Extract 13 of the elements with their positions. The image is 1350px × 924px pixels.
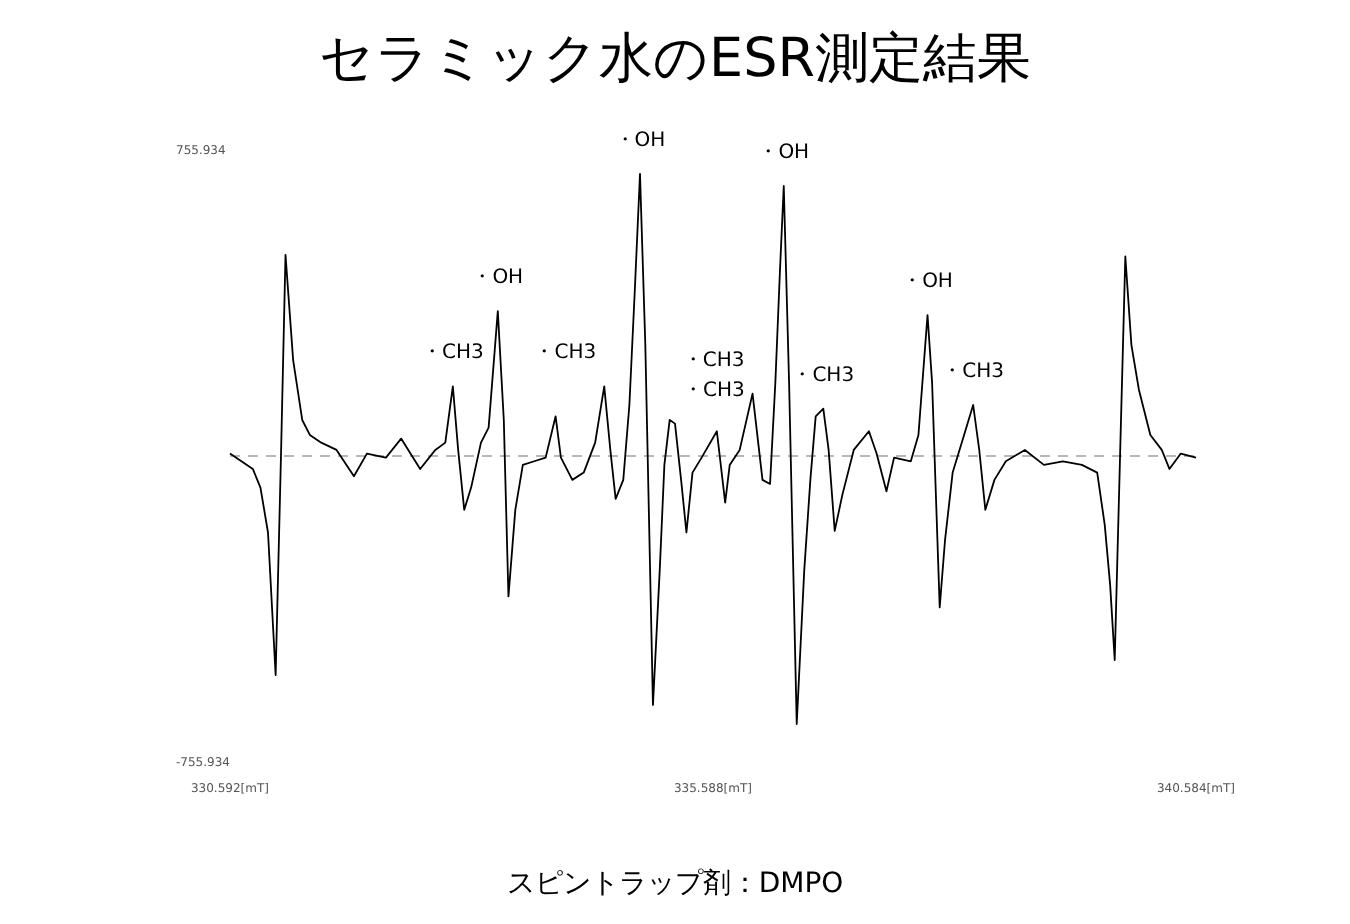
annotation: ・OH [902,271,953,294]
annotation: ・OH [614,129,666,152]
annotation: ・CH3 [682,349,745,372]
annotation: ・CH3 [534,342,597,365]
annotation: ・CH3 [421,342,484,365]
line-series [229,172,1197,725]
annotation: ・CH3 [942,361,1005,383]
annotation: ・OH [758,142,810,164]
text: スピントラップ剤：DMPO [506,868,844,900]
annotation: ・CH3 [683,379,745,402]
annotation: ・CH3 [792,364,855,387]
annotation: ・OH [472,267,524,290]
chart-title: セラミック水のESR測定結果 [319,28,1031,90]
